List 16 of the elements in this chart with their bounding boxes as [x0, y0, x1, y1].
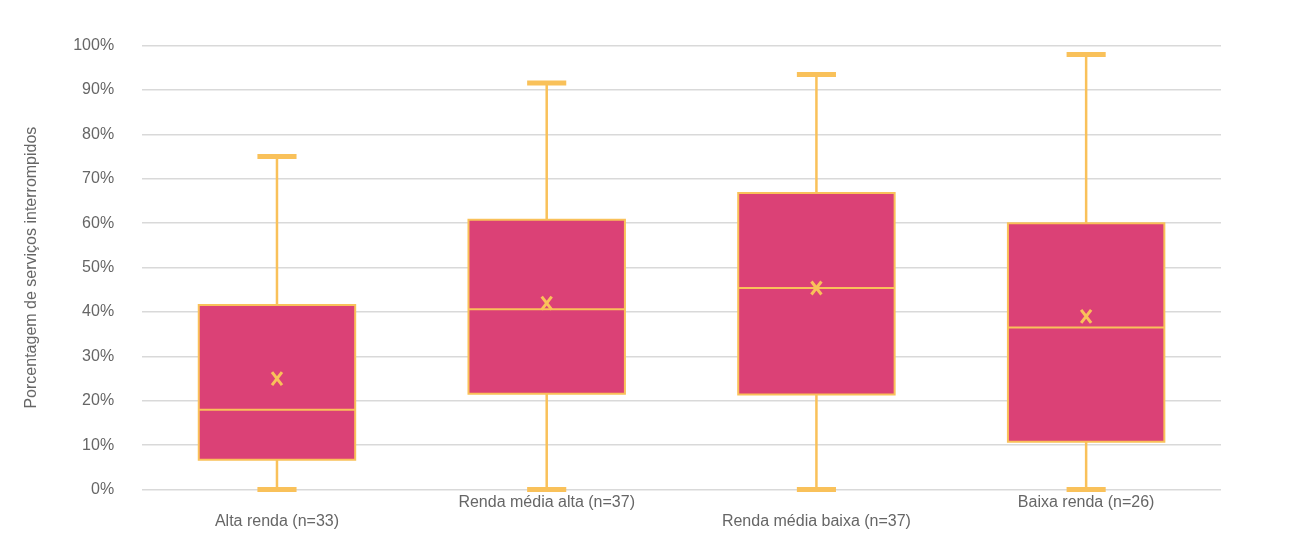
y-tick-label: 50%	[82, 258, 115, 276]
x-tick-label: Renda média alta (n=37)	[458, 492, 635, 510]
y-tick-label: 10%	[82, 435, 115, 453]
y-tick-label: 20%	[82, 391, 115, 409]
x-tick-label: Alta renda (n=33)	[214, 511, 340, 529]
y-tick-label: 80%	[82, 124, 115, 142]
y-tick-label: 100%	[73, 36, 115, 54]
y-tick-label: 70%	[82, 169, 115, 187]
y-tick-label: 90%	[82, 80, 115, 98]
y-axis-title: Porcentagem de serviços interrompidos	[22, 126, 40, 409]
x-tick-label: Baixa renda (n=26)	[1017, 492, 1155, 510]
y-tick-label: 0%	[91, 480, 115, 498]
x-tick-label: Renda média baixa (n=37)	[721, 511, 911, 529]
y-tick-label: 60%	[82, 213, 115, 231]
y-tick-label: 40%	[82, 302, 115, 320]
y-tick-label: 30%	[82, 346, 115, 364]
